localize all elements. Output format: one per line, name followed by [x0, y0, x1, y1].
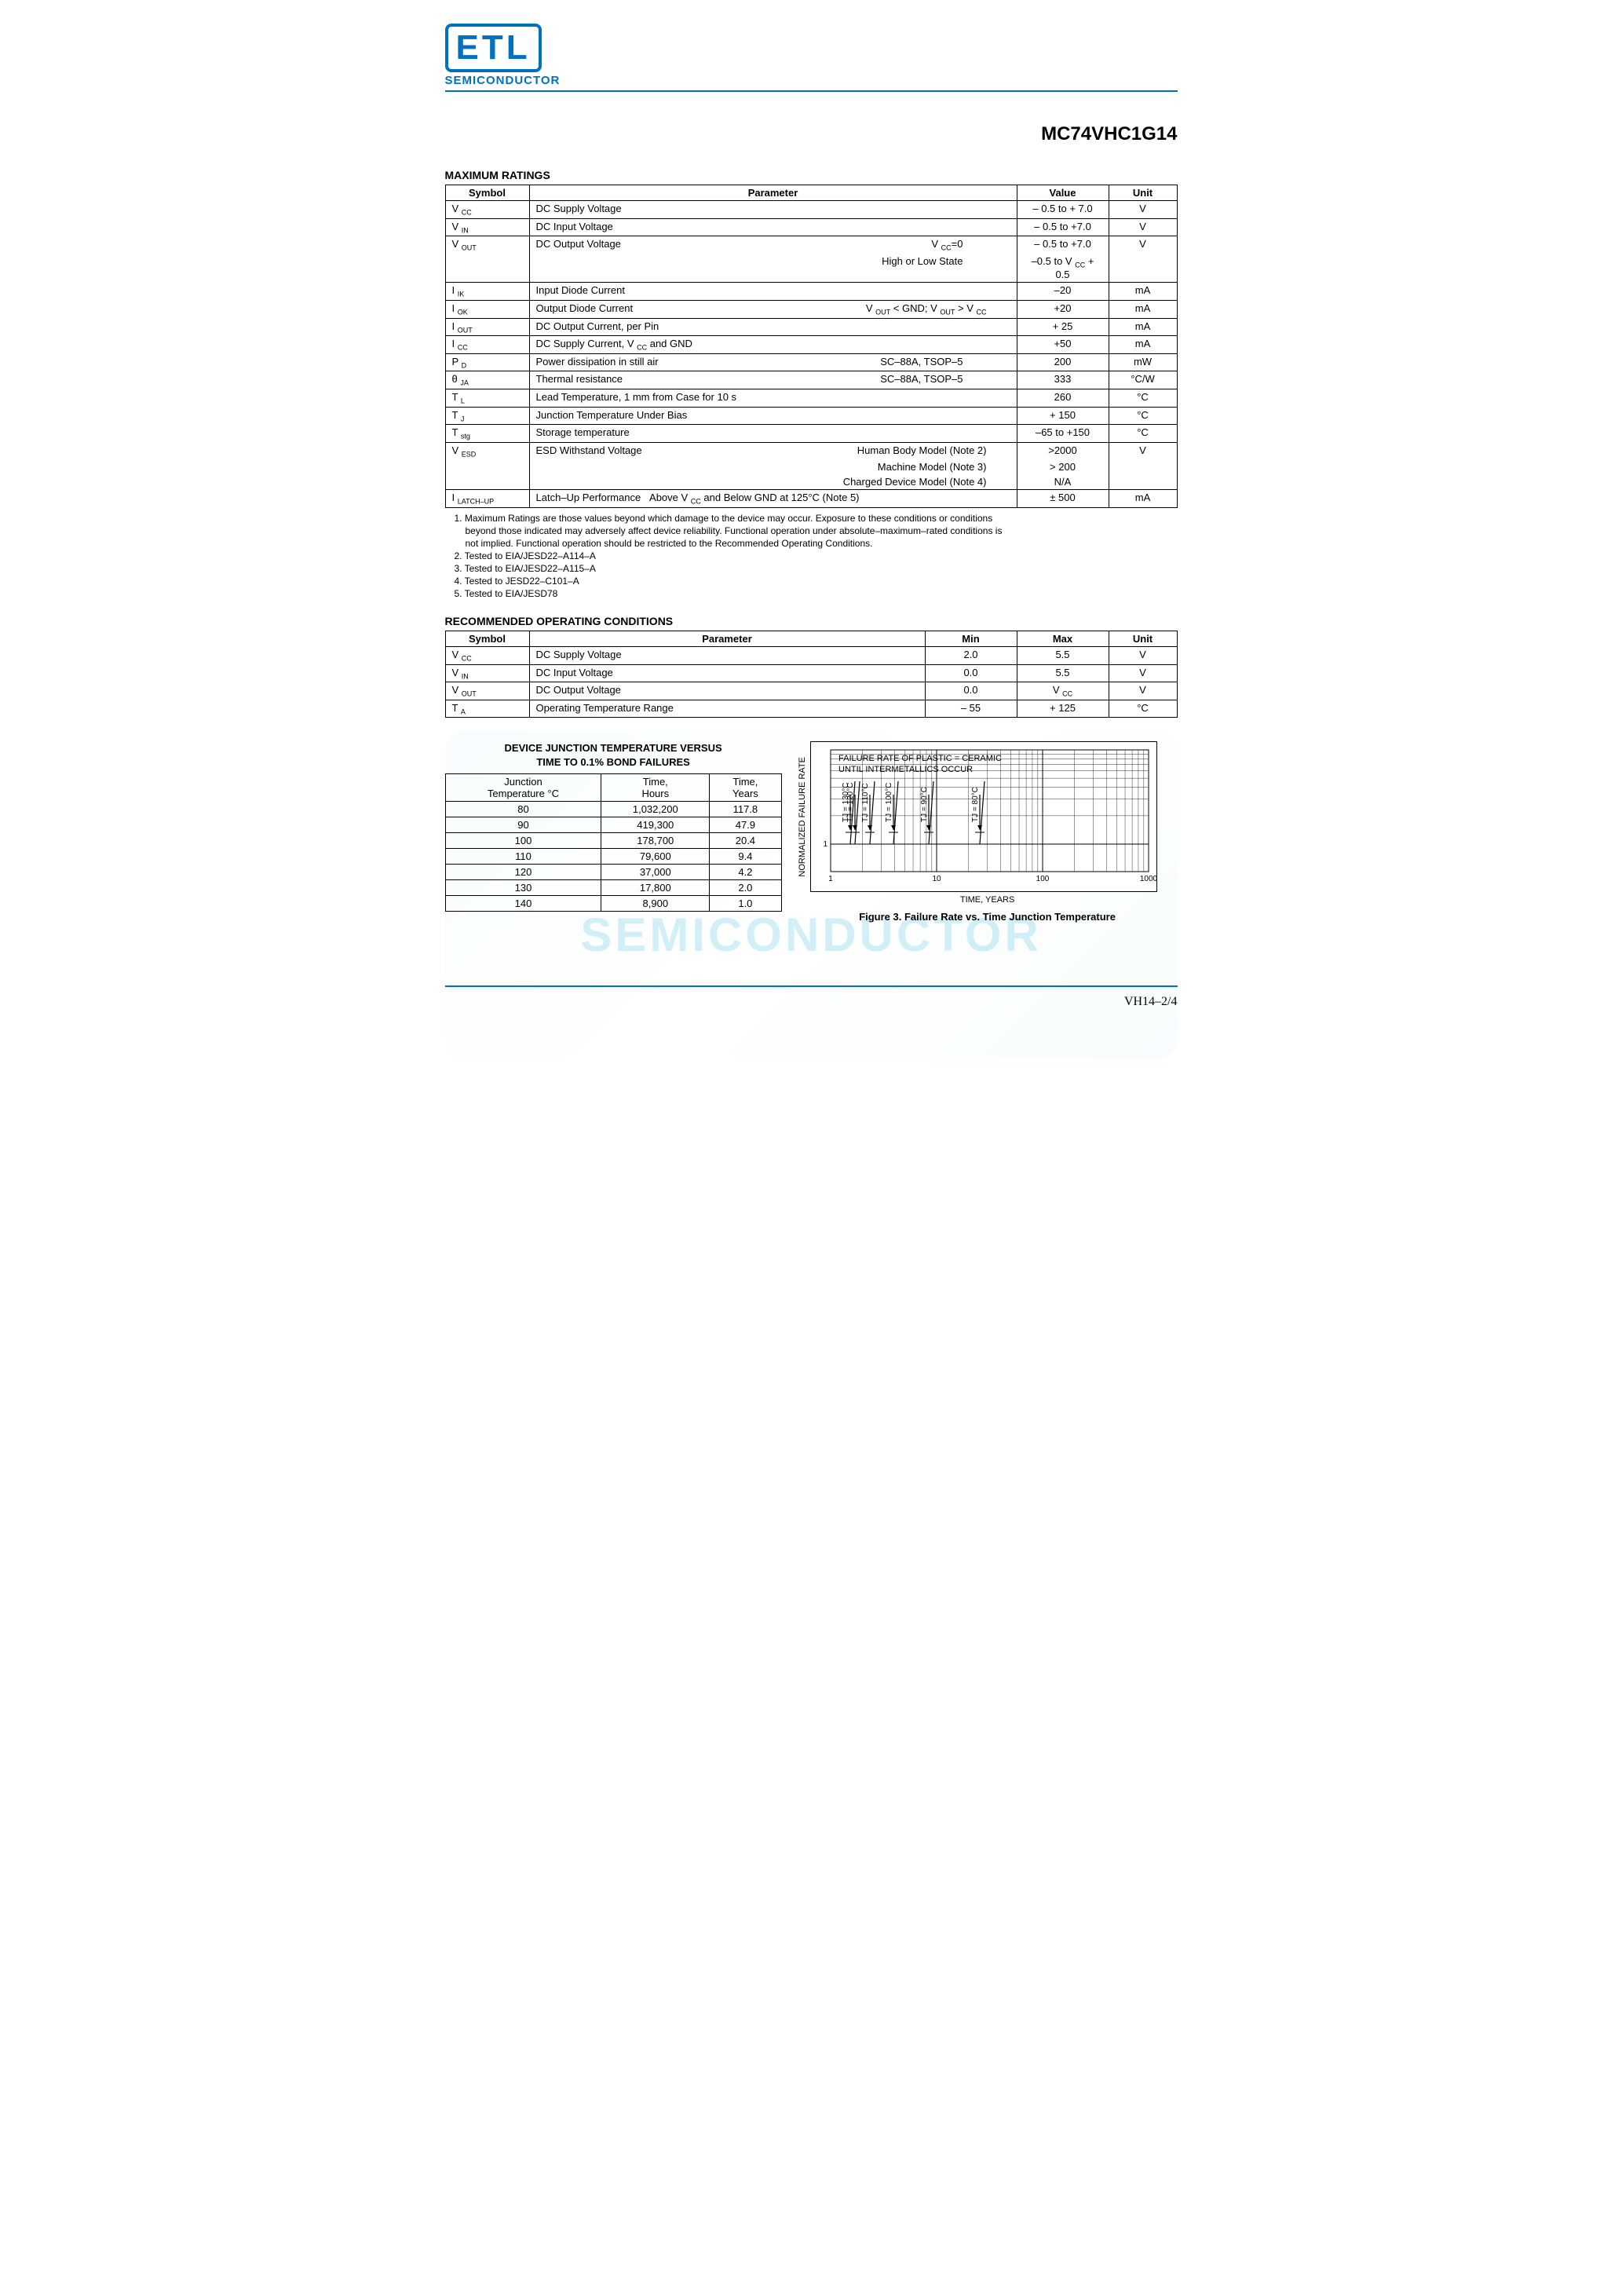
note-4: 4. Tested to JESD22–C101–A [455, 576, 1178, 587]
table-row: V OUTDC Output Voltage0.0V CCV [445, 682, 1177, 700]
cell-unit: V [1109, 201, 1177, 219]
svg-text:1000: 1000 [1140, 875, 1157, 883]
th-parameter: Parameter [529, 185, 1017, 201]
chart-caption: Figure 3. Failure Rate vs. Time Junction… [798, 911, 1178, 923]
logo-subtitle: SEMICONDUCTOR [445, 74, 1178, 87]
section-title-rec-op: RECOMMENDED OPERATING CONDITIONS [445, 615, 1178, 627]
svg-text:TJ = 80°C: TJ = 80°C [971, 787, 980, 822]
part-number: MC74VHC1G14 [445, 123, 1178, 145]
section-title-max-ratings: MAXIMUM RATINGS [445, 169, 1178, 181]
table-row: 1408,9001.0 [445, 895, 781, 911]
logo-text: ETL [456, 28, 531, 68]
svg-text:FAILURE RATE OF PLASTIC = CERA: FAILURE RATE OF PLASTIC = CERAMIC [838, 754, 1002, 763]
failure-rate-chart: 1 10 100 1000 1 FAILURE RATE OF PLASTIC = CER… [810, 741, 1157, 892]
table-row: 11079,6009.4 [445, 848, 781, 864]
svg-text:1: 1 [823, 840, 827, 849]
table-row: T stgStorage temperature–65 to +150°C [445, 425, 1177, 443]
table-row: θ JAThermal resistanceSC–88A, TSOP–5333°… [445, 371, 1177, 389]
svg-text:TJ = 120°C: TJ = 120°C [846, 783, 855, 822]
note-1a: 1. Maximum Ratings are those values beyo… [455, 513, 1178, 524]
table-row: 90419,30047.9 [445, 817, 781, 832]
bottom-section: DEVICE JUNCTION TEMPERATURE VERSUSTIME T… [445, 741, 1178, 923]
svg-text:TJ = 90°C: TJ = 90°C [920, 787, 929, 822]
chart-ylabel: NORMALIZED FAILURE RATE [798, 757, 807, 877]
cell-value: – 0.5 to + 7.0 [1017, 201, 1109, 219]
logo: ETL [445, 24, 542, 72]
note-1b: beyond those indicated may adversely aff… [455, 525, 1178, 536]
svg-text:TJ = 110°C: TJ = 110°C [861, 784, 870, 823]
junction-temp-table: JunctionTemperature °CTime,HoursTime,Yea… [445, 773, 782, 912]
table-header-row: SymbolParameterValueUnit [445, 185, 1177, 201]
rec-op-table: SymbolParameterMinMaxUnit V CCDC Supply … [445, 631, 1178, 718]
note-2: 2. Tested to EIA/JESD22–A114–A [455, 550, 1178, 561]
max-ratings-table: SymbolParameterValueUnit V CCDC Supply V… [445, 185, 1178, 508]
page-header: ETL SEMICONDUCTOR [445, 24, 1178, 92]
table-row: V INDC Input Voltage– 0.5 to +7.0V [445, 218, 1177, 236]
table-row: V INDC Input Voltage0.05.5V [445, 664, 1177, 682]
table-row: 801,032,200117.8 [445, 801, 781, 817]
table-row: 100178,70020.4 [445, 832, 781, 848]
table-row: T JJunction Temperature Under Bias+ 150°… [445, 407, 1177, 425]
table-row: V CCDC Supply Voltage2.05.5V [445, 646, 1177, 664]
table3-title: DEVICE JUNCTION TEMPERATURE VERSUSTIME T… [445, 741, 782, 770]
th-unit: Unit [1109, 185, 1177, 201]
table-row: I OKOutput Diode CurrentV OUT < GND; V O… [445, 300, 1177, 318]
table-header-row: JunctionTemperature °CTime,HoursTime,Yea… [445, 773, 781, 801]
table-row: I CCDC Supply Current, V CC and GND+50mA [445, 336, 1177, 354]
table-row: I LATCH–UPLatch–Up Performance Above V C… [445, 490, 1177, 508]
table-row: V CCDC Supply Voltage– 0.5 to + 7.0V [445, 201, 1177, 219]
svg-text:10: 10 [932, 875, 941, 883]
failure-rate-chart-block: NORMALIZED FAILURE RATE 1 10 100 1000 1 FAILU… [798, 741, 1178, 923]
svg-text:TJ = 100°C: TJ = 100°C [885, 783, 893, 822]
chart-xlabel: TIME, YEARS [798, 895, 1178, 905]
svg-text:1: 1 [828, 875, 833, 883]
th-symbol: Symbol [445, 185, 529, 201]
table-row: Machine Model (Note 3)> 200 [445, 459, 1177, 474]
note-5: 5. Tested to EIA/JESD78 [455, 588, 1178, 599]
table-row: T LLead Temperature, 1 mm from Case for … [445, 389, 1177, 407]
table-row: P DPower dissipation in still airSC–88A,… [445, 353, 1177, 371]
note-1c: not implied. Functional operation should… [455, 538, 1178, 549]
table-header-row: SymbolParameterMinMaxUnit [445, 631, 1177, 646]
table-row: I OUTDC Output Current, per Pin+ 25mA [445, 318, 1177, 336]
table-row: V OUTDC Output VoltageV CC=0– 0.5 to +7.… [445, 236, 1177, 254]
table-row: 12037,0004.2 [445, 864, 781, 879]
cell-symbol: V CC [445, 201, 529, 219]
table-row: V ESDESD Withstand VoltageHuman Body Mod… [445, 442, 1177, 459]
table-notes: 1. Maximum Ratings are those values beyo… [445, 513, 1178, 599]
footer-rule [445, 985, 1178, 987]
page-number: VH14–2/4 [445, 995, 1178, 1009]
svg-text:UNTIL INTERMETALLICS OCCUR: UNTIL INTERMETALLICS OCCUR [838, 765, 973, 774]
table-row: I IKInput Diode Current–20mA [445, 283, 1177, 301]
th-value: Value [1017, 185, 1109, 201]
table-row: 13017,8002.0 [445, 879, 781, 895]
table-row: Charged Device Model (Note 4)N/A [445, 474, 1177, 490]
note-3: 3. Tested to EIA/JESD22–A115–A [455, 563, 1178, 574]
cell-param: DC Supply Voltage [529, 201, 1017, 219]
junction-temp-block: DEVICE JUNCTION TEMPERATURE VERSUSTIME T… [445, 741, 782, 911]
svg-text:100: 100 [1036, 875, 1049, 883]
table-row: High or Low State–0.5 to V CC + 0.5 [445, 254, 1177, 283]
table-row: T AOperating Temperature Range– 55+ 125°… [445, 700, 1177, 718]
